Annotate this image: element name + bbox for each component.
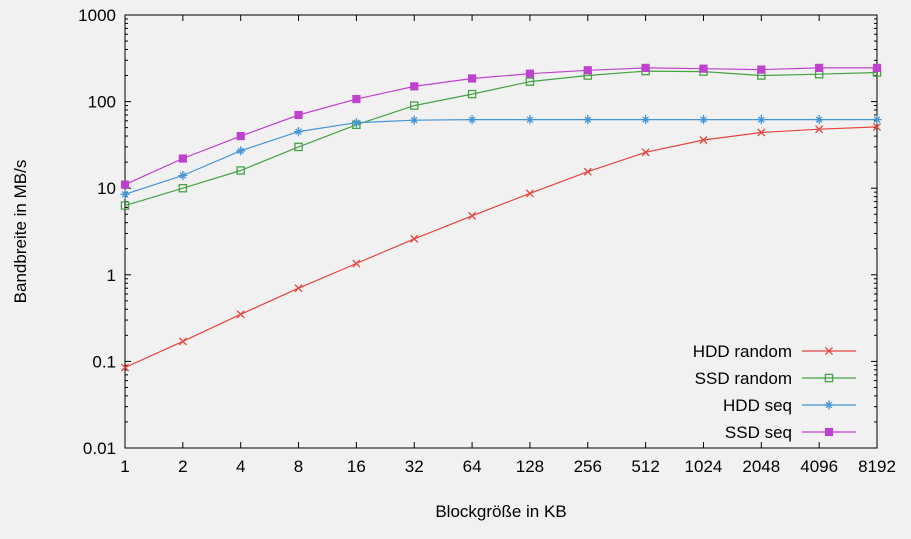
marker-asterisk [293,127,304,137]
marker-open-square [467,89,477,99]
series-hdd-random [120,122,882,372]
marker-cross [120,363,130,372]
marker-filled-square [641,63,650,72]
marker-asterisk [120,189,130,199]
marker-asterisk [756,114,766,125]
marker-filled-square [583,66,592,75]
marker-filled-square [699,64,708,73]
marker-asterisk [525,114,535,125]
x-tick-label: 256 [574,457,602,476]
y-tick-label: 10 [97,179,116,198]
marker-cross [178,337,187,346]
marker-filled-square [815,63,824,72]
marker-cross [641,148,650,157]
marker-cross [294,284,303,293]
marker-filled-square [467,74,477,83]
x-tick-label: 16 [347,457,366,476]
marker-open-square [824,373,834,383]
marker-cross [872,122,882,131]
legend-item-hdd-random: HDD random [693,342,856,361]
marker-filled-square [525,69,535,78]
x-tick-label: 32 [405,457,424,476]
plot-border [124,14,878,449]
y-axis-label: Bandbreite in MB/s [11,160,30,304]
marker-cross [699,135,708,145]
marker-cross [236,310,245,319]
marker-filled-square [352,94,361,104]
legend: HDD random SSD random HDD seq SSD seq [693,342,856,442]
marker-open-square [409,101,419,110]
marker-open-square [120,201,130,210]
marker-cross [352,259,361,268]
marker-open-square [178,183,188,193]
marker-asterisk [824,400,834,410]
marker-asterisk [872,114,882,125]
marker-cross [410,234,419,243]
marker-cross [525,189,534,198]
series-ssd-seq [120,63,882,189]
legend-label: SSD seq [725,423,792,442]
legend-label: SSD random [695,369,792,388]
marker-asterisk [641,114,651,125]
marker-filled-square [757,65,766,74]
series-hdd-seq [120,114,882,199]
x-tick-label: 4 [236,457,245,476]
marker-asterisk [814,114,824,125]
marker-cross [583,167,592,176]
marker-open-square [525,77,535,86]
y-tick-label: 1000 [78,6,116,25]
marker-asterisk [698,114,709,125]
legend-label: HDD random [693,342,792,361]
marker-filled-square [120,180,130,189]
marker-asterisk [409,115,419,125]
marker-cross [824,346,834,356]
marker-filled-square [236,131,245,141]
y-tick-label: 0.01 [83,439,116,458]
legend-item-ssd-random: SSD random [695,369,856,388]
x-tick-label: 64 [463,457,482,476]
x-axis-label: Blockgröße in KB [435,502,566,521]
x-axis: 1 2 4 8 16 32 64 128 256 512 1024 2048 4096 8192 [120,15,896,476]
marker-open-square [294,142,303,152]
x-tick-label: 512 [631,457,659,476]
marker-filled-square [294,110,303,120]
marker-asterisk [467,114,477,125]
x-tick-label: 8192 [858,457,896,476]
marker-asterisk [178,170,188,181]
y-tick-label: 1 [107,266,116,285]
marker-filled-square [178,154,187,163]
marker-open-square [236,166,245,175]
x-tick-label: 2 [178,457,187,476]
marker-asterisk [583,114,593,125]
y-tick-label: 0.1 [92,352,116,371]
x-tick-label: 8 [294,457,303,476]
x-tick-label: 2048 [742,457,780,476]
marker-cross [757,128,766,137]
marker-cross [815,125,824,134]
marker-cross [468,211,477,220]
x-tick-label: 4096 [800,457,838,476]
x-tick-label: 1 [120,457,129,476]
marker-filled-square [872,63,882,72]
marker-asterisk [351,118,361,128]
x-tick-label: 128 [516,457,544,476]
marker-filled-square [824,427,834,437]
y-tick-label: 100 [88,93,116,112]
legend-label: HDD seq [723,396,792,415]
legend-item-hdd-seq: HDD seq [723,396,856,415]
marker-filled-square [410,82,419,91]
x-tick-label: 1024 [685,457,723,476]
legend-item-ssd-seq: SSD seq [725,423,856,442]
marker-asterisk [236,146,246,156]
